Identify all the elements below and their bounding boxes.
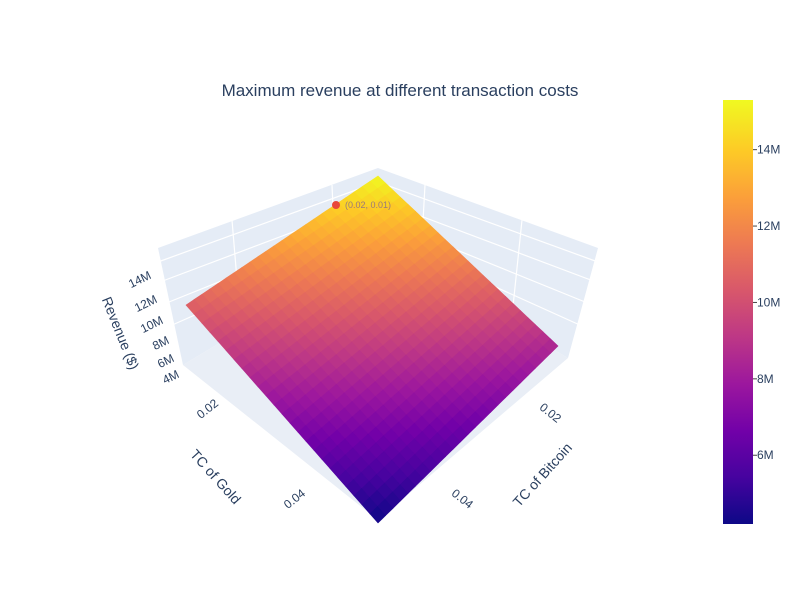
grid-line [511,219,523,317]
gold-tick-label: 0.02 [194,396,221,422]
bitcoin-tick-label: 0.02 [537,400,564,426]
colorbar-tick-label: 6M [757,448,774,462]
revenue-surface[interactable] [185,175,559,524]
colorbar-tick-label: 12M [757,219,780,233]
grid-line [157,181,379,263]
marker-point[interactable] [332,201,340,209]
bitcoin-axis-label: TC of Bitcoin [510,440,576,510]
z-tick-label: 8M [150,333,171,353]
z-tick-label: 10M [138,313,165,336]
colorbar: 6M 8M 10M 12M 14M [723,100,780,524]
gold-tick-label: 0.04 [281,486,308,512]
bitcoin-tick-label: 0.04 [449,486,476,512]
marker-label: (0.02, 0.01) [345,200,391,210]
z-tick-label: 6M [155,351,176,371]
chart-title: Maximum revenue at different transaction… [222,81,579,100]
z-tick-label: 4M [160,367,181,387]
z-tick-label: 14M [126,268,153,291]
colorbar-tick-label: 14M [757,143,780,157]
z-tick-label: 12M [132,292,159,315]
grid-line [377,181,599,263]
colorbar-scale [723,100,753,524]
surface-patch [369,506,386,524]
colorbar-tick-label: 8M [757,372,774,386]
gold-axis-label: TC of Gold [187,446,244,507]
colorbar-tick-label: 10M [757,295,780,309]
